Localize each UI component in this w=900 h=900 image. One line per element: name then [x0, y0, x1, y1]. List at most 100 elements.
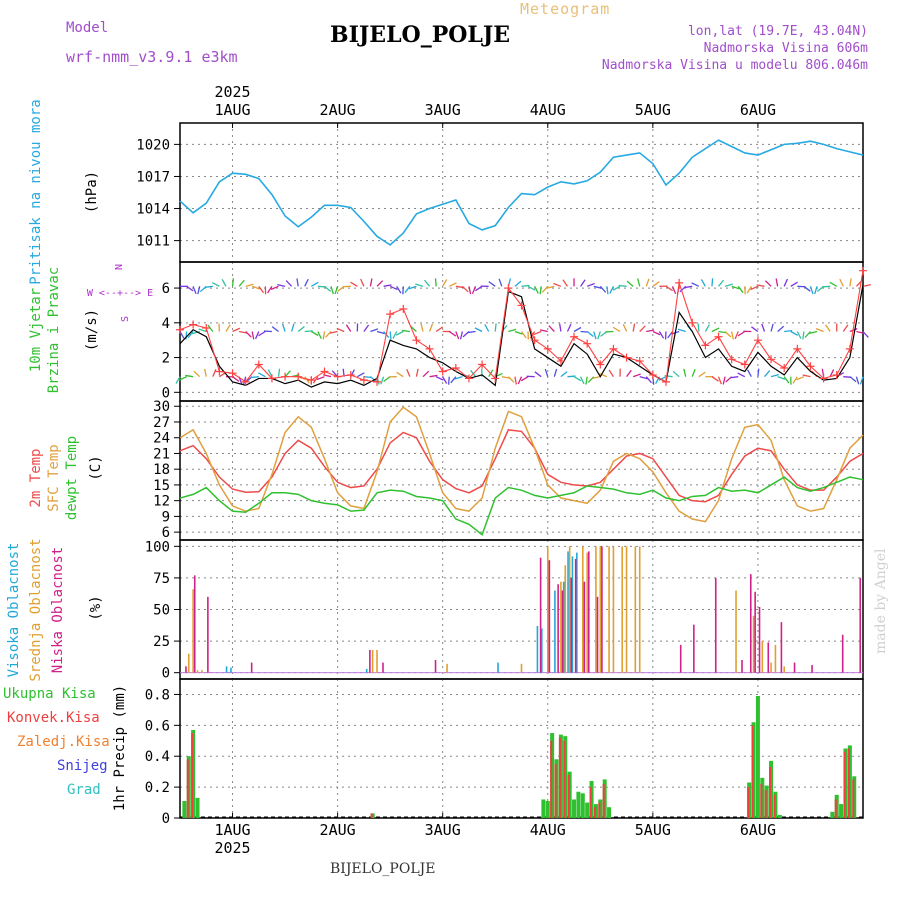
y-tick-label-1: 2	[162, 351, 170, 367]
cloud-title-low: Niska Oblacnost	[50, 547, 66, 673]
cloud-title-mid: Srednja Oblacnost	[28, 538, 44, 681]
wind-barb	[698, 371, 706, 378]
y-tick-label-2: 12	[153, 494, 170, 510]
wind-barb	[724, 331, 732, 338]
wind-barb	[539, 329, 548, 333]
wind-barb	[597, 331, 601, 340]
wind-barb	[192, 286, 197, 295]
wind-barb	[291, 323, 295, 332]
wind-gust-marker	[622, 353, 631, 362]
y-tick-label-3: 50	[153, 603, 170, 619]
rain-total-bar	[195, 797, 200, 818]
wind-barb	[520, 331, 527, 339]
precip-legend-item: Ukupna Kisa	[3, 686, 96, 702]
wind-barb	[784, 330, 793, 333]
precip-unit: 1hr Precip (mm)	[112, 685, 128, 811]
wind-barb	[471, 286, 477, 294]
wind-barb	[383, 284, 392, 287]
wind-barb	[376, 330, 385, 335]
wind-barb	[324, 285, 332, 292]
wind-barb	[311, 330, 319, 337]
sfc-temp-line	[179, 406, 864, 523]
wind-barb	[691, 368, 696, 377]
wind-barb	[316, 376, 325, 381]
wind-barb	[336, 327, 345, 333]
wind-barb	[730, 376, 739, 379]
wind-barb	[392, 331, 398, 339]
wind-barb	[455, 285, 464, 289]
wind-gust-marker	[346, 370, 355, 379]
y-tick-label-4: 0	[162, 811, 170, 827]
wind-gust-marker	[859, 266, 867, 275]
rain-conv-bar	[769, 767, 772, 818]
wind-barb	[267, 369, 273, 377]
y-tick-label-0: 1020	[136, 137, 170, 153]
wind-gust-marker	[267, 374, 276, 383]
wind-barb	[534, 371, 542, 378]
wind-barb	[363, 324, 370, 332]
y-tick-label-1: 0	[162, 385, 170, 401]
rain-conv-bar	[602, 784, 605, 818]
wind-barb	[517, 376, 523, 385]
y-tick-label-2: 21	[153, 446, 170, 462]
wind-barb	[672, 370, 680, 378]
wind-barb	[862, 331, 869, 338]
wind-barb	[646, 329, 655, 333]
wind-gust-marker	[451, 363, 460, 372]
wind-barb	[746, 285, 752, 294]
wind-barb	[258, 372, 266, 378]
wind-barb	[814, 286, 818, 295]
rain-total-bar	[585, 802, 590, 818]
wind-barb	[717, 376, 722, 385]
rain-total-bar	[755, 695, 760, 818]
wind-gust-marker	[359, 376, 368, 385]
footer-station: BIJELO_POLJE	[330, 861, 436, 877]
wind-barb	[803, 285, 811, 292]
precip-legend-item: Grad	[67, 782, 101, 798]
wind-barb	[389, 285, 398, 291]
wind-barb	[186, 285, 194, 292]
wind-barb	[203, 368, 207, 377]
dewpt-line	[179, 476, 864, 536]
wind-barb	[304, 330, 313, 333]
wind-barb	[380, 376, 385, 385]
wind-unit: (m/s)	[84, 309, 100, 351]
wind-barb	[322, 331, 326, 340]
wind-barb	[447, 376, 450, 385]
wind-barb	[296, 278, 299, 287]
wind-barb	[652, 330, 661, 336]
rain-conv-bar	[598, 802, 601, 818]
wind-barb	[559, 323, 562, 332]
wind-gust-marker	[688, 318, 697, 327]
wind-barb	[796, 331, 802, 339]
wind-gust-marker	[740, 360, 749, 369]
wind-barb	[737, 285, 744, 294]
compass-s: S	[120, 316, 131, 322]
wind-barb	[711, 376, 719, 382]
wind-barb	[232, 327, 241, 333]
wind-barb	[667, 331, 674, 339]
wind-barb	[317, 331, 322, 340]
wind-barb	[632, 323, 636, 332]
wind-barb	[450, 376, 457, 384]
rain-conv-bar	[593, 807, 596, 818]
wind-barb	[498, 278, 503, 287]
x-bottom-year: 2025	[214, 839, 250, 857]
wind-barb	[258, 330, 266, 337]
wind-gust-marker	[386, 310, 395, 319]
rain-conv-bar	[843, 751, 846, 818]
wind-gust-marker	[189, 320, 198, 329]
rain-conv-bar	[550, 740, 553, 818]
wind-barb	[415, 368, 419, 377]
pressure-title: Pritisak na nivou mora	[28, 99, 44, 284]
wind-gust-marker	[714, 332, 723, 341]
wind-barb	[815, 328, 824, 333]
wind-barb	[593, 285, 602, 289]
wind-barb	[829, 281, 838, 287]
rain-total-bar	[830, 811, 835, 818]
wind-barb	[238, 330, 248, 334]
wind-barb	[211, 282, 220, 287]
wind-barb	[849, 376, 857, 383]
wind-barb	[395, 330, 404, 336]
